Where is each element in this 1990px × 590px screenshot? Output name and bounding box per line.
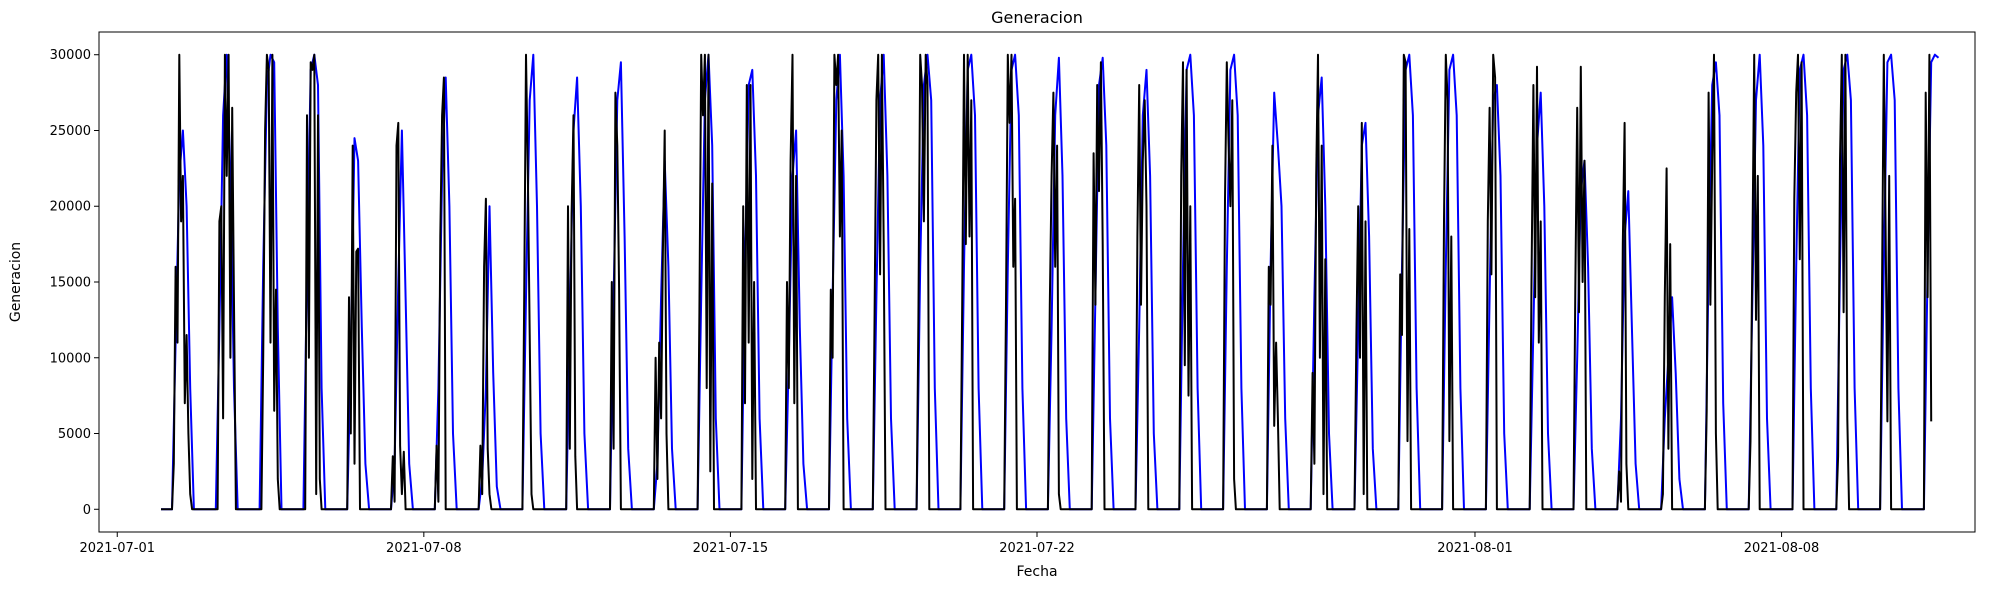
chart-title: Generacion bbox=[991, 8, 1083, 27]
x-tick-label: 2021-08-08 bbox=[1744, 541, 1820, 556]
axis-layer: 0 5000 10000 15000 20000 25000 30000 2021-07-01… bbox=[50, 48, 1820, 556]
y-tick-label: 15000 bbox=[50, 276, 91, 291]
y-tick-label: 25000 bbox=[50, 124, 91, 139]
plot-frame bbox=[98, 31, 1976, 533]
x-tick-label: 2021-07-15 bbox=[693, 541, 769, 556]
x-tick-label: 2021-08-01 bbox=[1437, 541, 1513, 556]
y-tick-label: 0 bbox=[83, 503, 91, 518]
x-tick-label: 2021-07-22 bbox=[999, 541, 1075, 556]
series-line-1 bbox=[161, 53, 1940, 511]
y-tick-label: 5000 bbox=[58, 427, 91, 442]
x-tick-label: 2021-07-01 bbox=[79, 541, 155, 556]
x-axis-title: Fecha bbox=[1016, 564, 1057, 580]
y-tick-label: 20000 bbox=[50, 200, 91, 215]
x-tick-label: 2021-07-08 bbox=[386, 541, 462, 556]
series-line-2 bbox=[161, 53, 1933, 511]
series-layer bbox=[161, 53, 1940, 511]
y-tick-label: 10000 bbox=[50, 351, 91, 366]
y-axis-title: Generacion bbox=[8, 242, 24, 322]
y-tick-label: 30000 bbox=[50, 48, 91, 63]
